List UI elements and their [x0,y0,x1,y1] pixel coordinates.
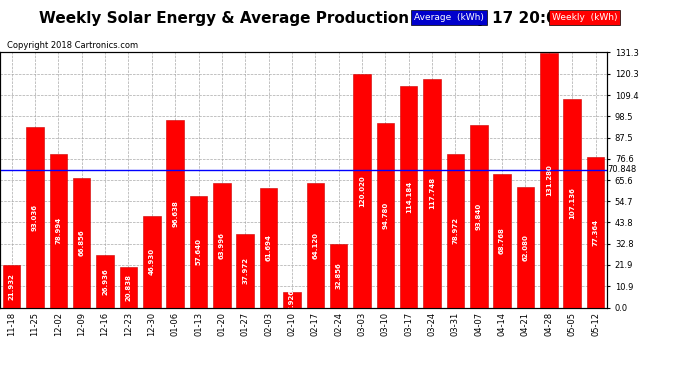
Text: Copyright 2018 Cartronics.com: Copyright 2018 Cartronics.com [7,41,138,50]
Text: 46.930: 46.930 [149,248,155,276]
Text: 68.768: 68.768 [499,227,505,254]
Text: 26.936: 26.936 [102,268,108,295]
Text: 20.838: 20.838 [126,274,132,301]
Text: 107.136: 107.136 [569,188,575,219]
Text: 78.994: 78.994 [55,217,61,244]
Bar [283,292,301,308]
Bar [540,53,558,308]
Bar [73,178,90,308]
Bar [306,183,324,308]
Text: 78.972: 78.972 [453,217,458,244]
Text: 37.972: 37.972 [242,257,248,284]
Bar [446,154,464,308]
Bar [50,154,67,308]
Bar [564,99,581,308]
Text: Weekly  (kWh): Weekly (kWh) [552,13,618,22]
Text: 96.638: 96.638 [172,200,178,227]
Text: 62.080: 62.080 [522,234,529,261]
Text: 94.780: 94.780 [382,202,388,229]
Text: 77.364: 77.364 [593,219,598,246]
Text: Weekly Solar Energy & Average Production Thu May 17 20:08: Weekly Solar Energy & Average Production… [39,11,568,26]
Text: 61.694: 61.694 [266,234,272,261]
Text: 63.996: 63.996 [219,232,225,259]
Bar [97,255,114,308]
Text: 21.932: 21.932 [9,273,14,300]
Bar [517,187,534,308]
Bar [119,267,137,308]
Text: 66.856: 66.856 [79,229,85,256]
Text: 93.840: 93.840 [475,203,482,230]
Text: 117.748: 117.748 [429,177,435,209]
Bar [26,127,43,308]
Bar [330,244,347,308]
Bar [237,234,254,308]
Text: 131.280: 131.280 [546,164,552,196]
Text: 93.036: 93.036 [32,204,38,231]
Bar [353,74,371,307]
Text: 32.856: 32.856 [335,262,342,289]
Text: 57.640: 57.640 [195,238,201,265]
Bar [400,86,417,308]
Text: 64.120: 64.120 [313,232,318,259]
Text: 7.926: 7.926 [289,289,295,311]
Text: 120.020: 120.020 [359,175,365,207]
Bar [166,120,184,308]
Bar [3,265,21,308]
Bar [493,174,511,308]
Bar [260,188,277,308]
Bar [470,125,488,308]
Bar [213,183,230,308]
Bar [190,195,207,308]
Bar [143,216,161,308]
Bar [586,157,604,308]
Bar [423,79,441,308]
Text: 114.184: 114.184 [406,180,412,213]
Text: Average  (kWh): Average (kWh) [414,13,484,22]
Bar [377,123,394,308]
Text: 70.848: 70.848 [607,165,636,174]
